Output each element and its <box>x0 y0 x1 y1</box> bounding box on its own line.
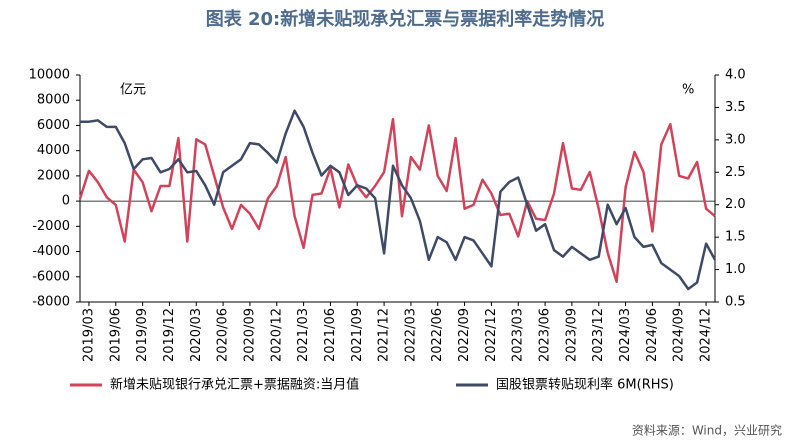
y2-tick-label: 3.5 <box>725 100 746 115</box>
legend-label: 国股银票转贴现利率 6M(RHS) <box>496 377 674 393</box>
x-tick-label: 2020/03 <box>189 308 204 362</box>
x-tick-label: 2021/09 <box>350 308 365 362</box>
x-tick-label: 2019/09 <box>135 308 150 362</box>
x-tick-label: 2022/12 <box>484 308 499 362</box>
y2-axis-label: % <box>682 83 694 98</box>
x-tick-label: 2024/06 <box>645 308 660 362</box>
x-tick-label: 2023/09 <box>564 308 579 362</box>
x-tick-label: 2024/09 <box>672 308 687 362</box>
y-tick-label: 6000 <box>37 118 70 133</box>
x-tick-label: 2020/09 <box>242 308 257 362</box>
x-tick-label: 2023/12 <box>591 308 606 362</box>
y-tick-label: -2000 <box>32 219 70 234</box>
x-tick-label: 2023/06 <box>538 308 553 362</box>
y-tick-label: 0 <box>62 194 70 209</box>
x-tick-label: 2022/09 <box>457 308 472 362</box>
y2-tick-label: 0.5 <box>725 295 746 310</box>
x-tick-label: 2020/12 <box>269 308 284 362</box>
x-tick-label: 2020/06 <box>216 308 231 362</box>
y-tick-label: -8000 <box>32 295 70 310</box>
x-tick-label: 2023/03 <box>511 308 526 362</box>
y-tick-label: 10000 <box>29 68 70 83</box>
x-tick-label: 2021/03 <box>296 308 311 362</box>
y-tick-label: -6000 <box>32 269 70 284</box>
y-axis-label: 亿元 <box>120 83 146 98</box>
x-tick-label: 2021/06 <box>323 308 338 362</box>
x-tick-label: 2024/03 <box>618 308 633 362</box>
x-tick-label: 2021/12 <box>377 308 392 362</box>
x-tick-label: 2019/03 <box>81 308 96 362</box>
x-tick-label: 2019/12 <box>162 308 177 362</box>
y-tick-label: 4000 <box>37 143 70 158</box>
y2-tick-label: 1.0 <box>725 262 746 277</box>
chart-title: 图表 20:新增未贴现承兑汇票与票据利率走势情况 <box>206 8 605 30</box>
y2-tick-label: 4.0 <box>725 68 746 83</box>
y2-tick-label: 3.0 <box>725 132 746 147</box>
x-tick-label: 2022/06 <box>430 308 445 362</box>
x-tick-label: 2024/12 <box>699 308 714 362</box>
series-line <box>78 117 716 284</box>
source: 资料来源：Wind，兴业研究 <box>632 423 782 438</box>
y2-tick-label: 1.5 <box>725 230 746 245</box>
y2-tick-label: 2.5 <box>725 165 746 180</box>
x-tick-label: 2019/06 <box>108 308 123 362</box>
series-line <box>80 109 717 291</box>
x-tick-label: 2022/03 <box>403 308 418 362</box>
y-tick-label: 2000 <box>37 168 70 183</box>
y2-tick-label: 2.0 <box>725 197 746 212</box>
y-tick-label: 8000 <box>37 93 70 108</box>
legend-label: 新增未贴现银行承兑汇票+票据融资:当月值 <box>110 377 359 393</box>
y-tick-label: -4000 <box>32 244 70 259</box>
